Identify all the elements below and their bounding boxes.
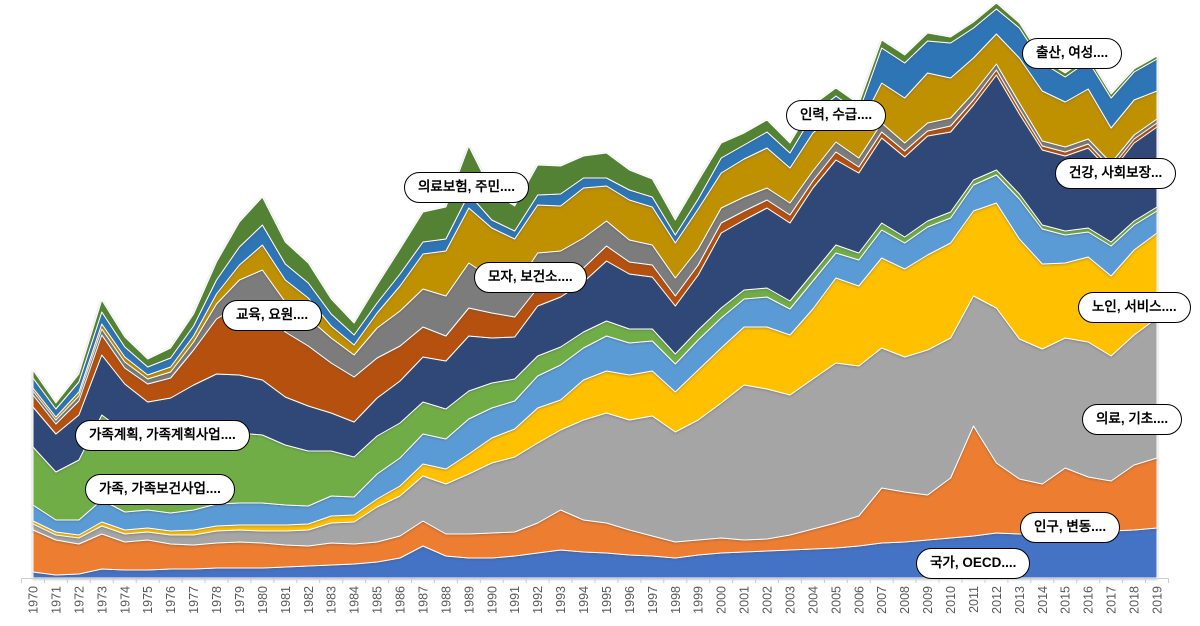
callout-series-label-2: 교육, 요원....: [222, 300, 323, 331]
axis-year-label: 1980: [256, 586, 270, 614]
callout-series-label-5: 인력, 수급....: [786, 100, 887, 131]
axis-year-label: 2003: [784, 586, 798, 614]
callout-series-label-1: 가족, 가족보건사업....: [85, 474, 235, 505]
axis-year-label: 2017: [1105, 586, 1119, 614]
axis-year-label: 2000: [715, 586, 729, 614]
axis-year-label: 2009: [921, 586, 935, 614]
callout-series-label-4: 모자, 보건소....: [474, 262, 587, 293]
axis-year-label: 1994: [577, 586, 591, 614]
axis-year-label: 2011: [967, 586, 981, 613]
axis-year-label: 1988: [439, 586, 453, 614]
axis-year-label: 2008: [898, 586, 912, 614]
axis-year-label: 1998: [669, 586, 683, 614]
axis-year-label: 2010: [944, 586, 958, 614]
axis-year-label: 1986: [394, 586, 408, 614]
axis-year-label: 2019: [1151, 586, 1165, 614]
axis-year-label: 2002: [761, 586, 775, 614]
callout-series-label-3: 의료보험, 주민....: [404, 172, 530, 203]
axis-year-label: 1974: [118, 586, 132, 614]
axis-year-label: 1985: [371, 586, 385, 614]
axis-year-label: 1978: [210, 586, 224, 614]
axis-year-label: 2015: [1059, 586, 1073, 614]
callout-series-label-9: 의료, 기초....: [1082, 404, 1183, 435]
axis-year-label: 1993: [554, 586, 568, 614]
axis-year-label: 1989: [462, 586, 476, 614]
callout-series-label-8: 노인, 서비스....: [1078, 292, 1191, 323]
axis-year-label: 2007: [875, 586, 889, 614]
axis-year-label: 2013: [1013, 586, 1027, 614]
axis-year-label: 1972: [72, 586, 86, 614]
axis-year-label: 1984: [348, 586, 362, 614]
axis-year-label: 1973: [95, 586, 109, 614]
callout-series-label-11: 국가, OECD....: [916, 548, 1031, 579]
callout-series-label-6: 출산, 여성....: [1022, 38, 1123, 69]
area-series-11: [32, 2, 1158, 410]
axis-year-label: 1992: [531, 586, 545, 614]
axis-year-label: 1983: [325, 586, 339, 614]
area-series-group: [32, 2, 1158, 579]
axis-year-label: 1991: [508, 586, 522, 614]
axis-year-label: 1996: [623, 586, 637, 614]
callout-series-label-0: 가족계획, 가족계획사업....: [75, 420, 250, 451]
axis-year-label: 1997: [646, 586, 660, 614]
axis-year-label: 1999: [692, 586, 706, 614]
axis-year-label: 1976: [164, 586, 178, 614]
callout-series-label-7: 건강, 사회보장...: [1055, 158, 1177, 189]
axis-year-label: 2006: [852, 586, 866, 614]
axis-year-label: 1970: [27, 586, 41, 614]
axis-year-label: 2014: [1036, 586, 1050, 614]
axis-year-label: 2018: [1128, 586, 1142, 614]
axis-year-label: 2001: [738, 586, 752, 614]
axis-year-label: 1982: [302, 586, 316, 614]
axis-year-label: 2012: [990, 586, 1004, 614]
axis-year-label: 2005: [829, 586, 843, 614]
axis-year-label: 1979: [233, 586, 247, 614]
axis-year-label: 1977: [187, 586, 201, 614]
axis-year-label: 1995: [600, 586, 614, 614]
callout-series-label-10: 인구, 변동....: [1020, 512, 1121, 543]
axis-year-label: 1990: [485, 586, 499, 614]
axis-year-label: 1971: [49, 586, 63, 614]
axis-year-label: 2004: [806, 586, 820, 614]
axis-year-label: 2016: [1082, 586, 1096, 614]
axis-year-label: 1987: [417, 586, 431, 614]
axis-year-label: 1981: [279, 586, 293, 614]
axis-year-label: 1975: [141, 586, 155, 614]
